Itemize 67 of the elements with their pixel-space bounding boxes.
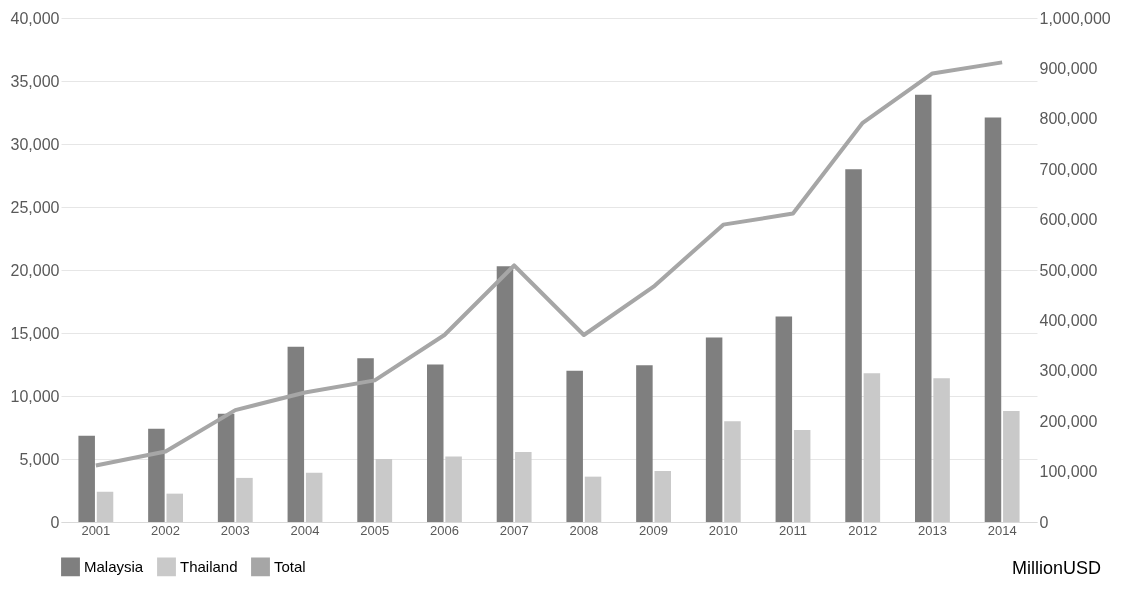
x-tick-label: 2003 <box>220 522 250 538</box>
bar <box>148 428 165 522</box>
bar <box>724 421 741 522</box>
bar <box>636 365 653 522</box>
bar <box>705 337 723 522</box>
y-tick-label: 35,000 <box>10 72 60 90</box>
bar <box>775 316 793 522</box>
bar <box>915 94 932 522</box>
x-tick-label: 2006 <box>429 522 459 538</box>
x-tick-label: 2011 <box>779 522 807 538</box>
bar <box>445 456 462 522</box>
bar <box>78 435 95 522</box>
bar <box>793 430 811 522</box>
bar <box>984 117 1002 522</box>
bar <box>357 358 374 522</box>
x-tick-label: 2014 <box>987 522 1017 538</box>
x-tick-label: 2008 <box>569 522 599 538</box>
bar <box>654 470 671 522</box>
bar <box>515 452 532 522</box>
bar <box>1003 411 1020 522</box>
line-series <box>93 60 1005 468</box>
y-tick-label: 40,000 <box>10 9 60 27</box>
y-tick-label: 5,000 <box>19 450 60 468</box>
y2-tick-label: 0 <box>1039 513 1049 531</box>
y2-tick-label: 200,000 <box>1039 412 1098 430</box>
bar <box>236 477 253 522</box>
bar <box>933 378 950 522</box>
x-tick-label: 2007 <box>499 522 529 538</box>
y-tick-label: 30,000 <box>10 135 60 153</box>
legend-label: Malaysia <box>84 557 144 575</box>
y2-tick-label: 100,000 <box>1039 463 1098 481</box>
y2-tick-label: 800,000 <box>1039 110 1098 128</box>
bar <box>863 373 881 522</box>
legend-label: Total <box>274 557 306 575</box>
y-tick-label: 20,000 <box>10 261 60 279</box>
bar <box>584 476 602 522</box>
x-tick-label: 2009 <box>639 522 669 538</box>
bar <box>305 472 323 522</box>
text: MillionUSD <box>1011 558 1101 578</box>
bar <box>287 346 305 522</box>
y-tick-label: 25,000 <box>10 198 60 216</box>
y2-tick-label: 500,000 <box>1039 261 1098 279</box>
bar <box>217 413 235 522</box>
y2-tick-label: 700,000 <box>1039 160 1098 178</box>
y-tick-label: 10,000 <box>10 387 60 405</box>
y-tick-label: 0 <box>50 513 60 531</box>
y-tick-label: 15,000 <box>10 324 60 342</box>
y2-tick-label: 1,000,000 <box>1039 9 1111 27</box>
y2-tick-label: 400,000 <box>1039 311 1098 329</box>
bar <box>166 493 183 522</box>
bar <box>96 491 114 522</box>
x-tick-label: 2010 <box>708 522 738 538</box>
x-tick-label: 2012 <box>848 522 878 538</box>
bar <box>427 364 444 522</box>
bar <box>496 266 514 522</box>
x-tick-label: 2001 <box>81 522 111 538</box>
y2-tick-label: 900,000 <box>1039 59 1098 77</box>
x-tick-label: 2002 <box>151 522 181 538</box>
x-tick-label: 2005 <box>360 522 390 538</box>
y2-tick-label: 300,000 <box>1039 362 1098 380</box>
y2-tick-label: 600,000 <box>1039 211 1098 229</box>
x-tick-label: 2013 <box>917 522 947 538</box>
x-tick-label: 2004 <box>290 522 320 538</box>
bar <box>375 459 393 522</box>
bar <box>566 370 583 522</box>
bar <box>845 169 862 522</box>
legend-label: Thailand <box>180 557 238 575</box>
